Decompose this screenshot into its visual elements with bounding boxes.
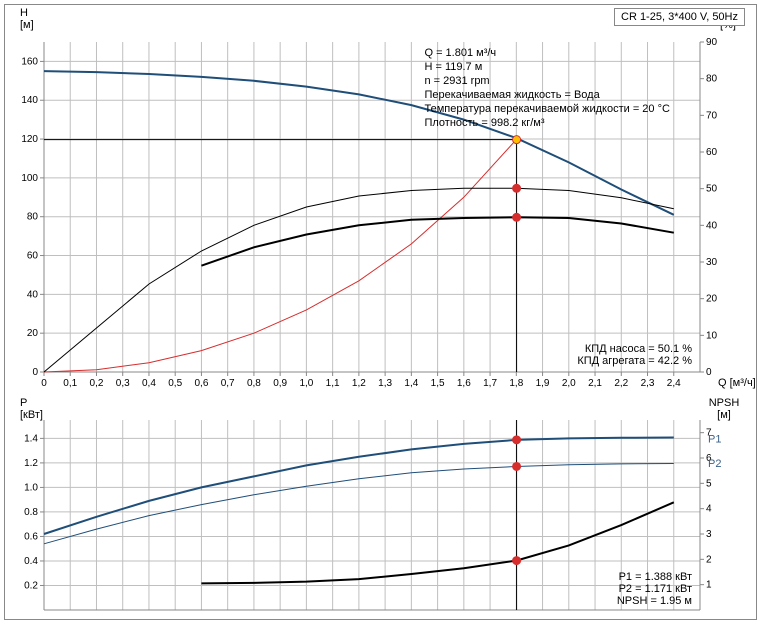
outer-frame [4,4,757,620]
model-label-box: CR 1-25, 3*400 V, 50Hz [614,8,745,26]
pump-curve-page: CR 1-25, 3*400 V, 50Hz 02040608010012014… [0,0,761,624]
model-label: CR 1-25, 3*400 V, 50Hz [621,11,738,23]
